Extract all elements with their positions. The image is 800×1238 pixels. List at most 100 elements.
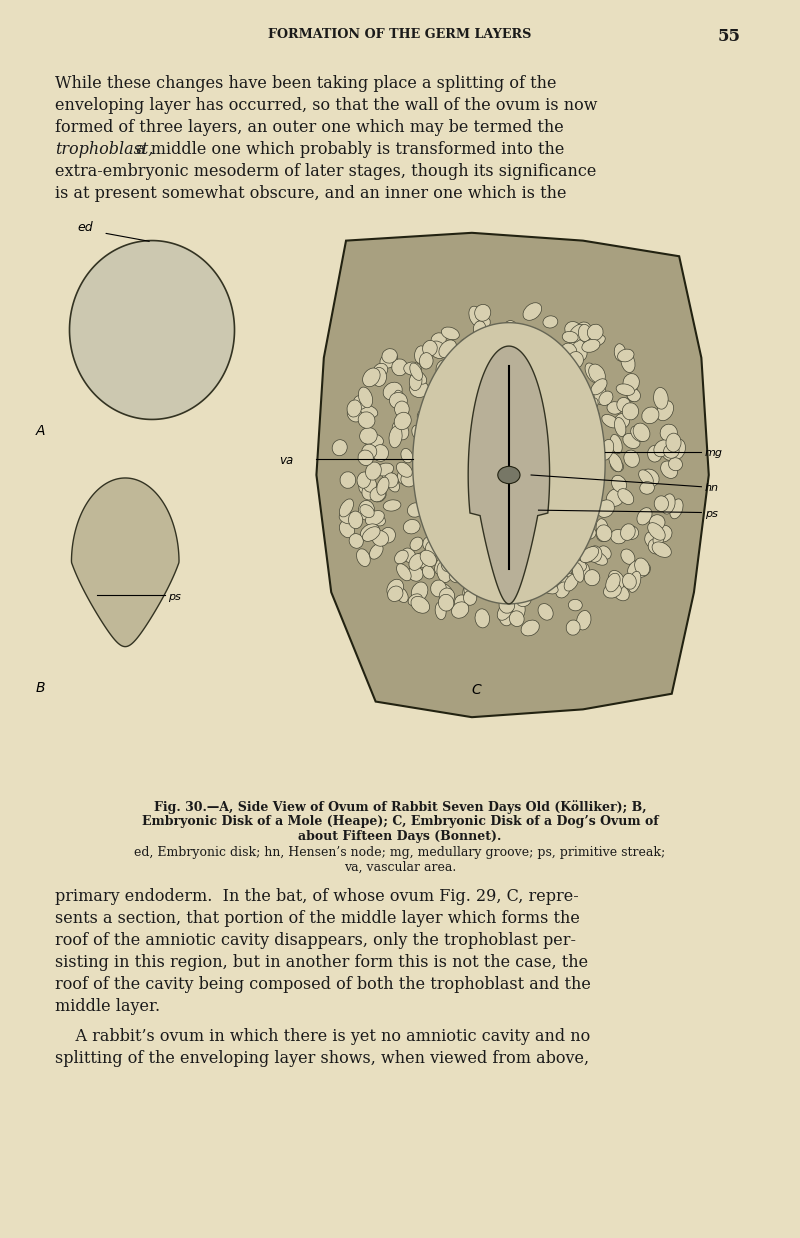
Text: sents a section, that portion of the middle layer which forms the: sents a section, that portion of the mid… bbox=[55, 910, 580, 927]
Ellipse shape bbox=[611, 475, 626, 493]
Ellipse shape bbox=[437, 561, 452, 583]
Ellipse shape bbox=[339, 520, 354, 537]
Ellipse shape bbox=[599, 391, 613, 406]
Ellipse shape bbox=[383, 383, 402, 400]
Ellipse shape bbox=[498, 605, 513, 625]
Ellipse shape bbox=[474, 321, 486, 337]
Text: While these changes have been taking place a splitting of the: While these changes have been taking pla… bbox=[55, 76, 557, 92]
Ellipse shape bbox=[332, 439, 347, 456]
Ellipse shape bbox=[418, 409, 433, 425]
Ellipse shape bbox=[554, 374, 568, 389]
Ellipse shape bbox=[506, 579, 520, 593]
Text: about Fifteen Days (Bonnet).: about Fifteen Days (Bonnet). bbox=[298, 829, 502, 843]
Ellipse shape bbox=[431, 333, 446, 347]
Polygon shape bbox=[70, 240, 234, 420]
Ellipse shape bbox=[434, 583, 453, 599]
Ellipse shape bbox=[634, 558, 650, 576]
Ellipse shape bbox=[568, 352, 583, 368]
Ellipse shape bbox=[540, 378, 558, 392]
Ellipse shape bbox=[397, 563, 411, 581]
Ellipse shape bbox=[458, 558, 470, 573]
Ellipse shape bbox=[411, 582, 428, 602]
Ellipse shape bbox=[349, 511, 362, 529]
Ellipse shape bbox=[454, 350, 465, 364]
Ellipse shape bbox=[504, 589, 519, 604]
Ellipse shape bbox=[434, 556, 449, 574]
Ellipse shape bbox=[621, 548, 635, 565]
Text: roof of the cavity being composed of both the trophoblast and the: roof of the cavity being composed of bot… bbox=[55, 976, 591, 993]
Ellipse shape bbox=[587, 324, 603, 340]
Ellipse shape bbox=[654, 439, 670, 457]
Ellipse shape bbox=[510, 610, 524, 626]
Ellipse shape bbox=[599, 439, 614, 461]
Ellipse shape bbox=[366, 462, 382, 480]
Ellipse shape bbox=[663, 444, 679, 458]
Text: primary endoderm.  In the bat, of whose ovum Fig. 29, C, repre-: primary endoderm. In the bat, of whose o… bbox=[55, 888, 578, 905]
Ellipse shape bbox=[610, 459, 623, 472]
Ellipse shape bbox=[630, 426, 646, 442]
Ellipse shape bbox=[430, 581, 446, 597]
Ellipse shape bbox=[437, 373, 451, 389]
Ellipse shape bbox=[498, 602, 514, 620]
Ellipse shape bbox=[556, 582, 570, 598]
Ellipse shape bbox=[584, 404, 599, 422]
Ellipse shape bbox=[603, 583, 622, 598]
Ellipse shape bbox=[556, 373, 569, 386]
Ellipse shape bbox=[622, 402, 638, 420]
Ellipse shape bbox=[570, 560, 586, 572]
Ellipse shape bbox=[410, 370, 426, 384]
Ellipse shape bbox=[614, 586, 630, 600]
Ellipse shape bbox=[500, 565, 515, 581]
Ellipse shape bbox=[638, 469, 654, 485]
Ellipse shape bbox=[339, 511, 357, 524]
Ellipse shape bbox=[588, 334, 606, 347]
Ellipse shape bbox=[632, 562, 650, 577]
Ellipse shape bbox=[358, 500, 374, 520]
Ellipse shape bbox=[523, 337, 541, 352]
Ellipse shape bbox=[357, 548, 370, 567]
Ellipse shape bbox=[534, 332, 546, 347]
Ellipse shape bbox=[362, 526, 380, 541]
Ellipse shape bbox=[614, 344, 626, 361]
Ellipse shape bbox=[339, 499, 354, 517]
Ellipse shape bbox=[545, 571, 560, 589]
Text: Embryonic Disk of a Mole (Heape); C, Embryonic Disk of a Dog’s Ovum of: Embryonic Disk of a Mole (Heape); C, Emb… bbox=[142, 815, 658, 828]
Ellipse shape bbox=[499, 597, 514, 613]
Ellipse shape bbox=[359, 405, 378, 417]
Ellipse shape bbox=[347, 407, 362, 422]
Text: splitting of the enveloping layer shows, when viewed from above,: splitting of the enveloping layer shows,… bbox=[55, 1050, 589, 1067]
Ellipse shape bbox=[588, 546, 602, 562]
Polygon shape bbox=[71, 478, 179, 646]
Ellipse shape bbox=[578, 324, 591, 342]
Ellipse shape bbox=[363, 478, 377, 493]
Ellipse shape bbox=[362, 368, 380, 386]
Ellipse shape bbox=[404, 361, 422, 375]
Ellipse shape bbox=[569, 332, 586, 353]
Ellipse shape bbox=[577, 322, 591, 335]
Text: A: A bbox=[36, 425, 46, 438]
Ellipse shape bbox=[412, 426, 423, 439]
Ellipse shape bbox=[594, 383, 606, 405]
Text: roof of the amniotic cavity disappears, only the trophoblast per-: roof of the amniotic cavity disappears, … bbox=[55, 932, 576, 950]
Ellipse shape bbox=[562, 378, 577, 390]
Ellipse shape bbox=[645, 531, 662, 548]
Ellipse shape bbox=[534, 573, 548, 587]
Ellipse shape bbox=[536, 375, 550, 390]
Text: trophoblast,: trophoblast, bbox=[55, 141, 154, 158]
Ellipse shape bbox=[500, 348, 515, 364]
Ellipse shape bbox=[589, 364, 606, 384]
Text: C: C bbox=[472, 682, 482, 697]
Ellipse shape bbox=[490, 577, 502, 592]
Ellipse shape bbox=[662, 494, 675, 514]
Ellipse shape bbox=[597, 525, 612, 541]
Ellipse shape bbox=[362, 484, 378, 500]
Ellipse shape bbox=[554, 357, 569, 376]
Ellipse shape bbox=[607, 401, 622, 415]
Ellipse shape bbox=[408, 566, 423, 581]
Ellipse shape bbox=[464, 582, 479, 598]
Ellipse shape bbox=[451, 602, 469, 618]
Ellipse shape bbox=[621, 524, 635, 541]
Ellipse shape bbox=[475, 609, 490, 628]
Text: a middle one which probably is transformed into the: a middle one which probably is transform… bbox=[131, 141, 565, 158]
Ellipse shape bbox=[394, 390, 406, 411]
